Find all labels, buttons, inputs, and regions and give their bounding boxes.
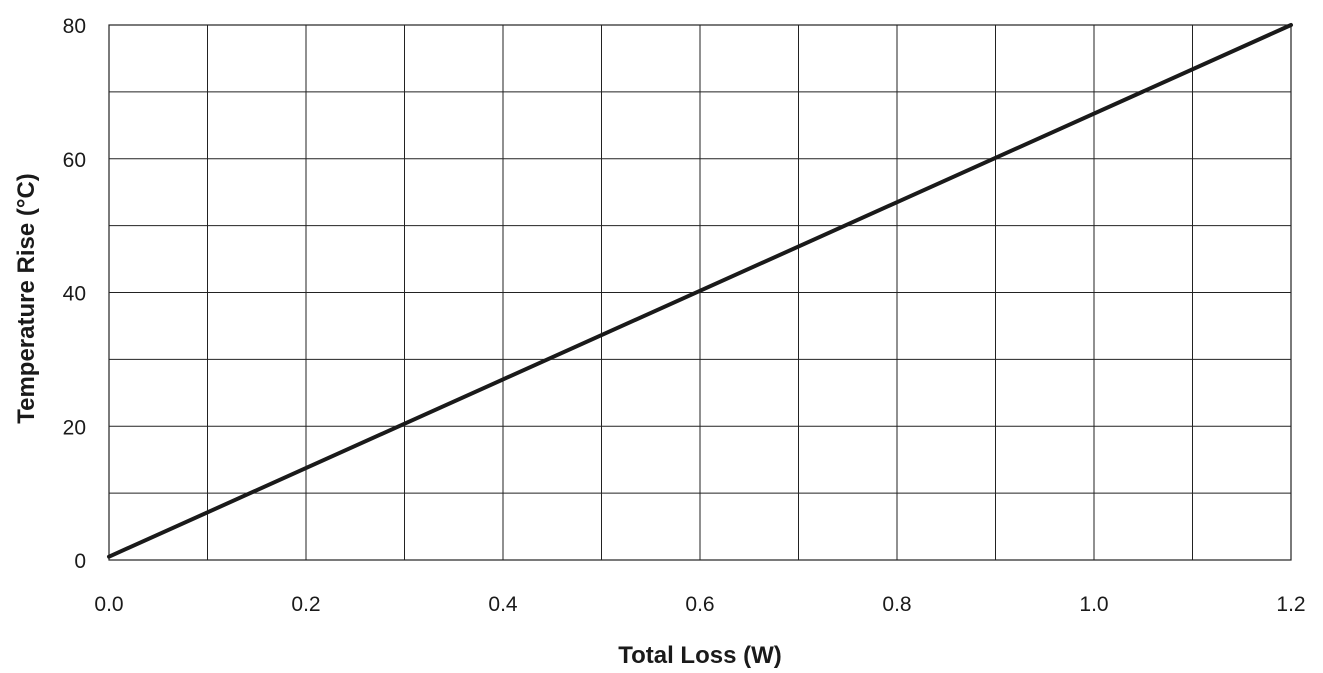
series-layer xyxy=(107,23,1293,559)
series-line xyxy=(107,23,1293,559)
y-tick-label: 20 xyxy=(63,416,86,439)
y-tick-label: 0 xyxy=(74,550,86,573)
y-tick-label: 80 xyxy=(63,15,86,38)
x-tick-labels: 0.0 0.2 0.4 0.6 0.8 1.0 1.2 xyxy=(94,593,1305,616)
x-tick-label: 0.2 xyxy=(291,593,320,616)
x-tick-label: 1.2 xyxy=(1276,593,1305,616)
x-tick-label: 0.6 xyxy=(685,593,714,616)
x-tick-label: 0.8 xyxy=(882,593,911,616)
x-tick-label: 0.4 xyxy=(488,593,518,616)
y-tick-label: 40 xyxy=(63,283,86,306)
grid xyxy=(109,25,1291,560)
y-tick-label: 60 xyxy=(63,149,86,172)
x-axis-title: Total Loss (W) xyxy=(618,642,782,669)
plot-frame xyxy=(108,24,1292,561)
x-tick-label: 0.0 xyxy=(94,593,123,616)
y-tick-labels: 0 20 40 60 80 xyxy=(63,15,86,573)
y-axis-title: Temperature Rise (°C) xyxy=(13,173,40,424)
x-tick-label: 1.0 xyxy=(1079,593,1108,616)
